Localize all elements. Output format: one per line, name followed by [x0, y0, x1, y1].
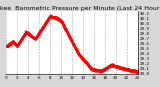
- Title: Milwaukee  Barometric Pressure per Minute (Last 24 Hours): Milwaukee Barometric Pressure per Minute…: [0, 6, 160, 11]
